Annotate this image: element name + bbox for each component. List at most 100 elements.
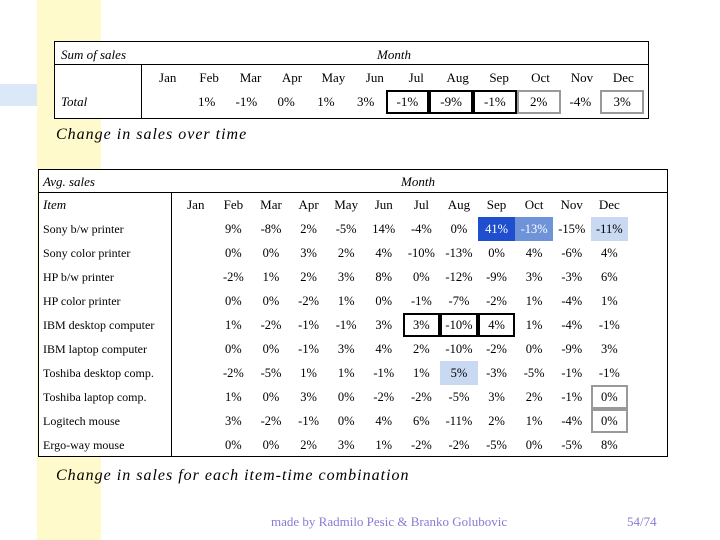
total-value-cell: -1% (235, 94, 258, 109)
month-header-cell: Aug (447, 197, 471, 212)
month-header-cell: Nov (560, 197, 583, 212)
value-cell: -4% (410, 221, 432, 236)
month-header-cell: Mar (260, 197, 282, 212)
caption-over-time: Change in sales over time (56, 126, 248, 143)
value-cell: -2% (260, 317, 282, 332)
value-cell: -8% (260, 221, 282, 236)
value-cell: -2% (448, 437, 470, 452)
value-cell: 3% (225, 413, 242, 428)
table-row: IBM desktop computer 1% -2% -1% -1% 3% 3% -10% 4… (39, 313, 667, 337)
value-cell (177, 289, 215, 313)
value-cell: -2% (260, 413, 282, 428)
item-name: Toshiba desktop comp. (43, 365, 154, 380)
value-cell: 0% (262, 437, 280, 452)
value-cell (177, 265, 215, 289)
value-cell: 2% (413, 341, 430, 356)
value-cell: 1% (375, 437, 393, 452)
value-cell: 3% (337, 437, 355, 452)
total-value-cell: 0% (277, 94, 295, 109)
item-name: HP color printer (43, 293, 121, 308)
value-cell: 4% (525, 245, 543, 260)
value-cell: -2% (486, 293, 507, 308)
total-value-cell: -1% (385, 90, 430, 114)
value-cell: -1% (298, 317, 319, 332)
value-cell: 5% (440, 361, 478, 385)
value-cell: 0% (262, 245, 280, 260)
month-header-cell: Jan (187, 197, 205, 212)
value-cell: -5% (486, 437, 507, 452)
footer-credit: made by Radmilo Pesic & Branko Golubovic (271, 514, 508, 529)
value-cell: 3% (525, 269, 543, 284)
value-cell: 4% (375, 245, 393, 260)
value-cell: 3% (300, 245, 317, 260)
value-cell: 0% (375, 293, 393, 308)
value-cell: -5% (260, 365, 282, 380)
month-header-cell: Mar (239, 70, 262, 85)
value-cell: 6% (413, 413, 430, 428)
item-name: Logitech mouse (43, 413, 120, 428)
value-cell: 1% (337, 293, 355, 308)
month-header: Month (377, 47, 411, 62)
total-value-cell: 2% (516, 90, 561, 114)
value-cell: -4% (561, 317, 583, 332)
value-cell: -9% (486, 269, 507, 284)
month-header-cell: Apr (281, 70, 303, 85)
value-cell: 0% (337, 413, 355, 428)
value-cell: -5% (561, 437, 583, 452)
month-header-cell: Jun (374, 197, 393, 212)
item-name: Toshiba laptop comp. (43, 389, 147, 404)
value-cell (177, 313, 215, 337)
item-name: IBM desktop computer (43, 317, 155, 332)
value-cell: 0% (225, 437, 242, 452)
value-cell: 41% (477, 217, 516, 241)
value-cell: 1% (225, 389, 242, 404)
value-cell: -15% (558, 221, 586, 236)
value-cell: -3% (486, 365, 507, 380)
value-cell (177, 217, 215, 241)
value-cell: 2% (337, 245, 355, 260)
sum-of-sales-title: Sum of sales (61, 47, 126, 62)
value-cell: 0% (225, 245, 242, 260)
value-cell: -2% (298, 293, 319, 308)
value-cell: -2% (373, 389, 395, 404)
month-header-cell: Oct (531, 70, 550, 85)
table-row: IBM laptop computer 0% 0% -1% 3% 4% 2% -10% -2% 0… (39, 337, 667, 361)
item-column-header: Item (43, 197, 67, 212)
value-cell: 1% (337, 365, 355, 380)
table-divider (55, 64, 648, 65)
total-values-row: 1% -1% 0% 1% 3% -1% -9% -1% 2% -4% 3% (147, 90, 644, 114)
value-cell: 3% (375, 317, 393, 332)
value-cell: -11% (590, 217, 629, 241)
value-cell: -10% (407, 245, 435, 260)
value-cell: -1% (410, 293, 432, 308)
month-header-cell: Jan (159, 70, 177, 85)
value-cell: -13% (515, 217, 553, 241)
value-cell: -11% (445, 413, 473, 428)
value-cell: -2% (410, 389, 432, 404)
value-cell: 1% (525, 317, 543, 332)
value-cell: 0% (262, 389, 280, 404)
value-cell: 9% (225, 221, 242, 236)
value-cell: -1% (561, 389, 583, 404)
table-row: Toshiba desktop comp. -2% -5% 1% 1% -1% 1% 5% -3… (39, 361, 667, 385)
sum-of-sales-table: Sum of sales Month Total Jan Feb Mar Apr May… (54, 41, 649, 119)
value-cell: 0% (525, 437, 543, 452)
background-accent-tab (0, 84, 37, 106)
month-header-cell: Feb (223, 197, 244, 212)
month-header-cell: Jun (365, 70, 384, 85)
table-divider (141, 64, 142, 118)
total-value-cell: -9% (429, 90, 473, 114)
value-cell: -1% (298, 413, 319, 428)
table-row: HP b/w printer -2% 1% 2% 3% 8% 0% -12% -9% 3% -3% 6… (39, 265, 667, 289)
value-cell: 0% (525, 341, 543, 356)
value-cell: -7% (448, 293, 470, 308)
value-cell (177, 385, 215, 409)
value-cell: -10% (440, 313, 478, 337)
value-cell: 4% (375, 413, 393, 428)
value-cell: -3% (561, 269, 583, 284)
value-cell: 0% (488, 245, 505, 260)
table-row: Toshiba laptop comp. 1% 0% 3% 0% -2% -2% -5% 3% 2… (39, 385, 667, 409)
month-header-cell: Jul (413, 197, 429, 212)
value-cell: -1% (373, 365, 395, 380)
value-cell: -2% (222, 365, 244, 380)
